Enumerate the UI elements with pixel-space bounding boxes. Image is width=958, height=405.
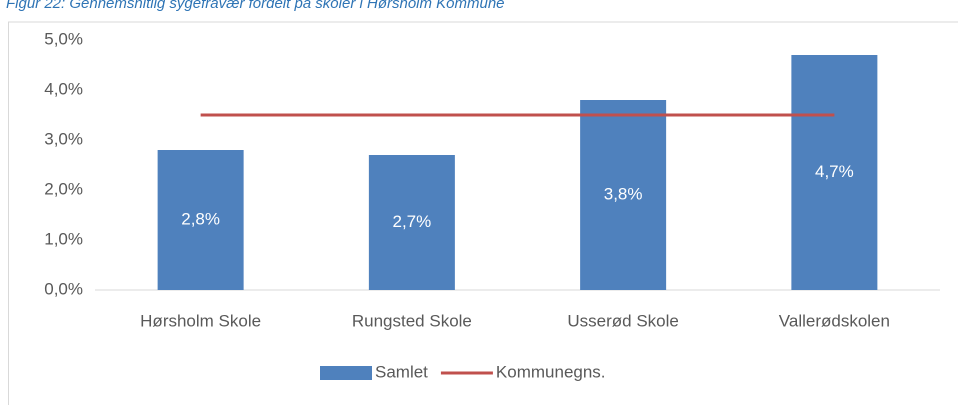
- x-tick-label: Usserød Skole: [567, 311, 678, 330]
- y-tick-label: 4,0%: [44, 79, 83, 98]
- y-tick-label: 5,0%: [44, 29, 83, 48]
- legend-swatch: [320, 366, 372, 380]
- x-tick-label: Hørsholm Skole: [140, 311, 261, 330]
- legend-label: Samlet: [375, 362, 428, 381]
- value-label: 2,7%: [393, 212, 432, 231]
- chart-frame: [8, 21, 958, 405]
- y-tick-label: 3,0%: [44, 129, 83, 148]
- y-tick-label: 1,0%: [44, 229, 83, 248]
- value-label: 2,8%: [181, 209, 220, 228]
- value-label: 3,8%: [604, 184, 643, 203]
- bar: [157, 150, 244, 290]
- bar: [368, 155, 455, 290]
- y-tick-label: 2,0%: [44, 179, 83, 198]
- value-label: 4,7%: [815, 162, 854, 181]
- x-tick-label: Rungsted Skole: [352, 311, 472, 330]
- bar: [580, 100, 667, 290]
- chart-title: Figur 22: Gennemsnitlig sygefravær forde…: [6, 0, 505, 12]
- legend-label: Kommunegns.: [496, 362, 606, 381]
- bar: [791, 55, 878, 290]
- x-tick-label: Vallerødskolen: [779, 311, 890, 330]
- y-tick-label: 0,0%: [44, 279, 83, 298]
